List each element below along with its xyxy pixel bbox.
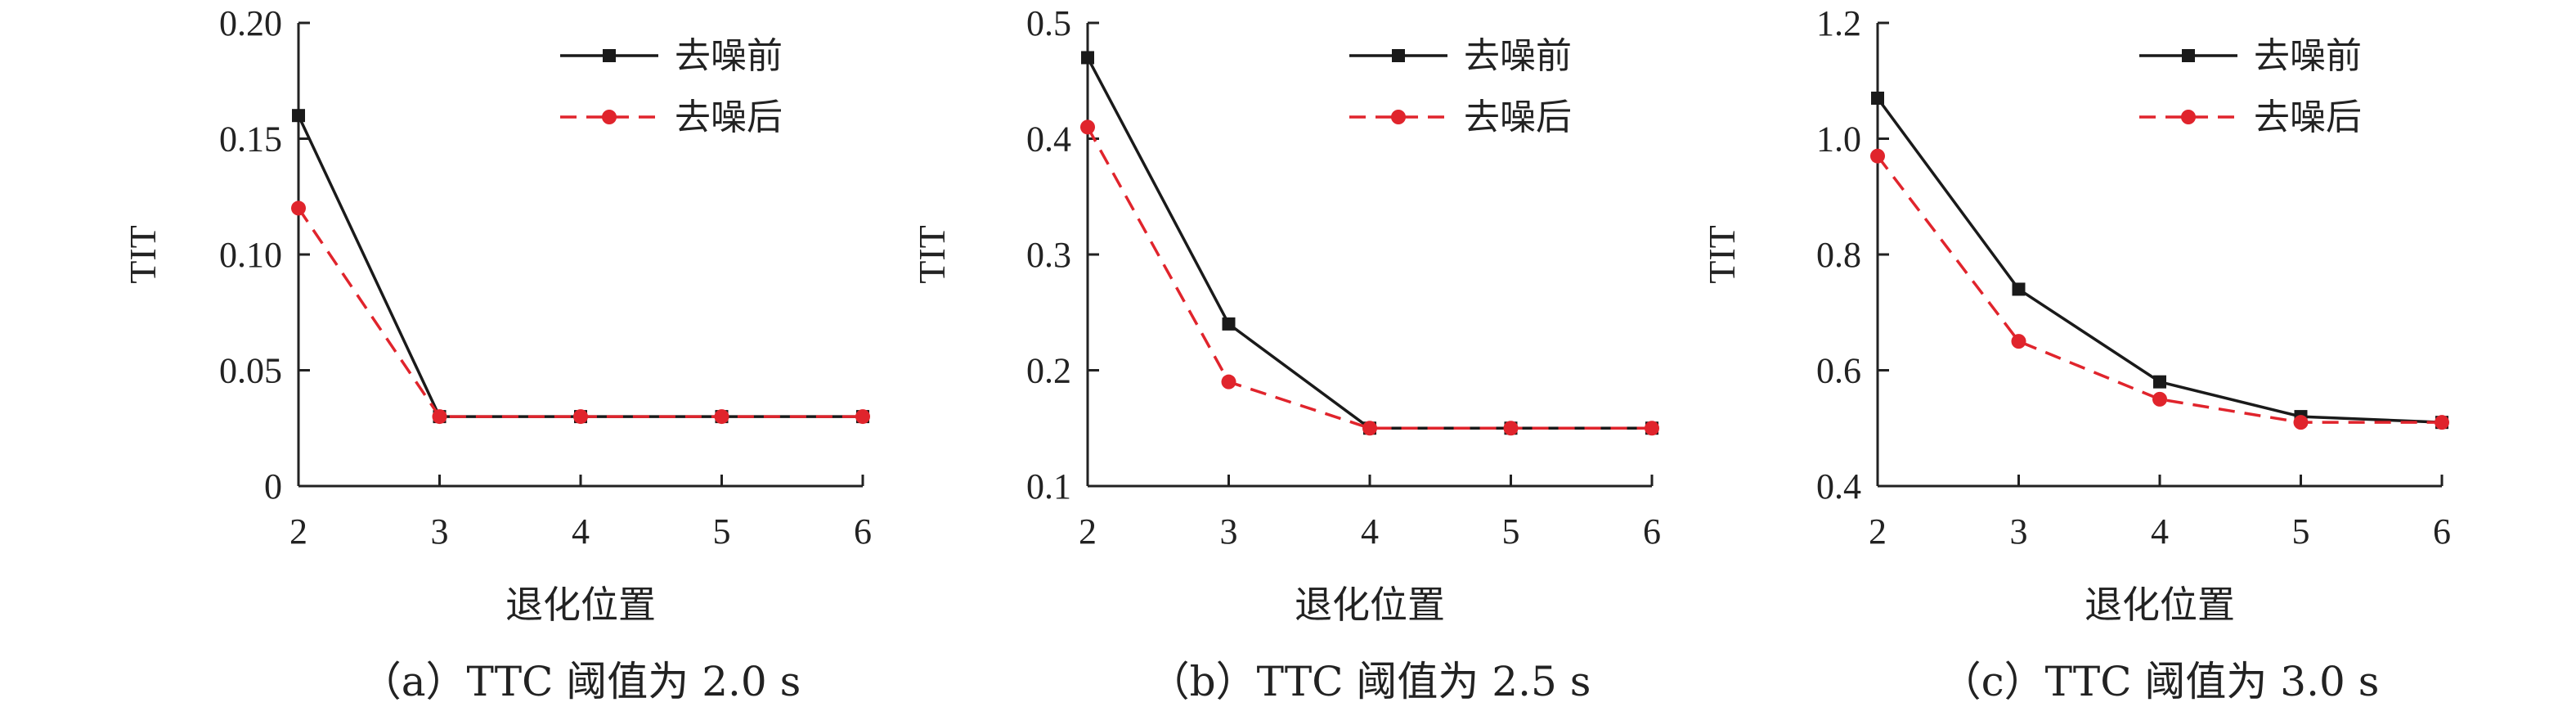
y-tick-label: 0.2 [1026,351,1071,391]
y-tick-label: 0.5 [1026,3,1071,43]
x-tick-label: 4 [572,511,590,552]
legend-label: 去噪后 [2254,97,2362,138]
panel-caption: （a）TTC 阈值为 2.0 s [361,658,801,705]
data-point [2153,375,2166,389]
y-tick-label: 0.8 [1816,235,1861,275]
chart-panel-2: 0.4 0.6 0.8 1.0 1.2 2 3 4 5 6 退化位置 TIT （c）TTC 阈值为 3.… [1701,3,2451,705]
data-point [855,409,870,425]
data-point [2012,282,2026,296]
data-point [1503,421,1519,436]
panel-caption: （c）TTC 阈值为 3.0 s [1941,658,2380,705]
data-point [2152,391,2167,407]
legend-marker [1392,49,1405,62]
x-tick-label: 5 [2292,511,2310,552]
x-tick-label: 4 [1361,511,1379,552]
panel-caption: （b）TTC 阈值为 2.5 s [1149,658,1591,705]
x-tick-label: 2 [1079,511,1097,552]
legend-marker [2181,110,2196,124]
legend-marker [1391,110,1406,124]
data-point [714,409,729,425]
data-point [2435,415,2449,430]
x-tick-label: 3 [431,511,449,552]
x-tick-label: 6 [2433,511,2451,552]
y-tick-label: 0.05 [219,351,282,391]
data-point [573,409,588,425]
chart-panel-1: 0.1 0.2 0.3 0.4 0.5 2 3 4 5 6 退化位置 TIT （b）TTC 阈值为 2.… [911,3,1661,705]
data-point [432,409,447,425]
data-point [1081,51,1094,65]
series-line-0 [297,115,863,418]
data-point [2011,334,2026,349]
y-tick-label: 0.3 [1026,235,1071,275]
legend-label: 去噪前 [2254,35,2362,77]
x-tick-label: 2 [1869,511,1887,552]
y-tick-label: 0.15 [219,119,282,160]
data-point [2293,415,2309,430]
x-tick-label: 3 [1220,511,1238,552]
x-tick-label: 2 [289,511,307,552]
y-tick-label: 1.2 [1816,3,1861,43]
data-point [1870,148,1885,164]
legend-marker [2182,49,2195,62]
legend-label: 去噪后 [675,97,783,138]
x-axis-label: 退化位置 [1295,583,1445,627]
y-axis-label: TIT [1701,225,1743,284]
x-tick-label: 3 [2010,511,2028,552]
data-point [1221,374,1236,390]
x-tick-label: 4 [2151,511,2169,552]
x-tick-label: 6 [854,511,872,552]
series-line-1 [1086,126,1652,430]
x-tick-label: 6 [1643,511,1661,552]
data-point [1645,421,1659,436]
y-tick-label: 0.4 [1026,119,1071,160]
legend-label: 去噪前 [675,35,783,77]
legend-label: 去噪后 [1464,97,1572,138]
y-tick-label: 0.20 [219,3,282,43]
y-axis-label: TIT [911,225,953,284]
data-point [1871,91,1884,105]
chart-panel-0: 0 0.05 0.10 0.15 0.20 2 3 4 5 6 退化位置 TIT （a）TTC 阈值为 … [122,3,872,705]
legend-marker [603,49,616,62]
legend-marker [602,110,617,124]
y-tick-label: 0.10 [219,235,282,275]
x-axis-label: 退化位置 [505,583,656,627]
data-point [1362,421,1377,436]
y-tick-label: 0 [264,466,282,507]
y-tick-label: 0.4 [1816,466,1861,507]
series-line-1 [297,207,863,418]
data-point [292,109,305,123]
data-point [291,200,306,216]
y-tick-label: 0.6 [1816,351,1861,391]
x-axis-label: 退化位置 [2085,583,2235,627]
x-tick-label: 5 [1502,511,1520,552]
legend-label: 去噪前 [1464,35,1572,77]
series-line-0 [1876,97,2443,424]
data-point [1080,119,1095,135]
x-tick-label: 5 [713,511,731,552]
data-point [1222,317,1236,331]
y-tick-label: 0.1 [1026,466,1071,507]
y-axis-label: TIT [122,225,164,284]
y-tick-label: 1.0 [1816,119,1861,160]
